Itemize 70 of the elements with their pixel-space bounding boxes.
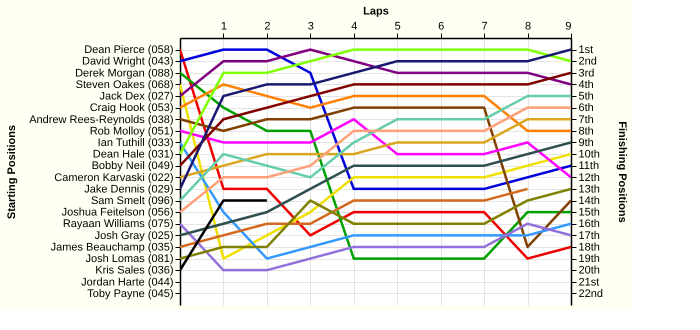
text: Ian Tuthill (033) bbox=[98, 136, 174, 149]
text: Derek Morgan (088) bbox=[75, 67, 174, 80]
x-tick-label: 3 bbox=[308, 20, 314, 32]
text: Andrew Rees-Reynolds (038) bbox=[29, 114, 174, 126]
y2-tick-label: 22nd bbox=[578, 288, 603, 300]
text: Cameron Karvaski (022) bbox=[54, 172, 174, 184]
y2-tick-label: 20th bbox=[578, 264, 600, 277]
x-axis-title: Laps bbox=[363, 6, 389, 18]
text: Toby Payne (045) bbox=[87, 288, 174, 300]
text: Kris Sales (036) bbox=[95, 264, 174, 277]
text: Josh Gray (025) bbox=[94, 230, 174, 242]
x-tick-label: 9 bbox=[565, 20, 572, 32]
text: Dean Pierce (058) bbox=[84, 44, 174, 56]
y2-tick-label: 3rd bbox=[578, 67, 594, 80]
line-series bbox=[180, 188, 529, 248]
text: Jack Dex (027) bbox=[100, 90, 174, 103]
y2-axis-title: Finishing Positions bbox=[616, 121, 628, 223]
text: Dean Hale (031) bbox=[92, 148, 174, 161]
line-series bbox=[180, 222, 571, 272]
text: Jordan Harte (044) bbox=[81, 276, 174, 288]
text: James Beauchamp (035) bbox=[50, 241, 174, 254]
x-tick-label: 8 bbox=[524, 20, 532, 32]
line-series bbox=[180, 48, 571, 98]
y2-tick-label: 2nd bbox=[578, 56, 597, 68]
text: Rayaan Williams (075) bbox=[62, 218, 174, 230]
x-tick-label: 2 bbox=[264, 20, 270, 32]
y2-tick-label: 14th bbox=[578, 195, 600, 208]
y2-tick-label: 21st bbox=[578, 276, 600, 288]
y2-tick-label: 7th bbox=[578, 114, 594, 126]
y2-tick-label: 16th bbox=[578, 218, 600, 230]
x-tick-label: 1 bbox=[220, 20, 228, 32]
text: Steven Oakes (068) bbox=[76, 78, 174, 91]
line-series bbox=[180, 141, 571, 260]
line-series bbox=[180, 106, 571, 248]
line-series bbox=[180, 48, 571, 156]
line-series bbox=[180, 83, 571, 132]
y2-tick-label: 4th bbox=[578, 78, 594, 91]
text: Josh Lomas (081) bbox=[85, 253, 174, 266]
y2-tick-label: 19th bbox=[578, 253, 600, 266]
y2-tick-label: 5th bbox=[578, 90, 594, 103]
line-series bbox=[180, 188, 571, 260]
y2-tick-label: 12th bbox=[578, 172, 600, 184]
y2-tick-label: 15th bbox=[578, 206, 600, 219]
x-tick-label: 6 bbox=[438, 20, 444, 32]
line-series bbox=[180, 48, 571, 190]
y2-tick-label: 9th bbox=[578, 136, 594, 149]
text: Rob Molloy (051) bbox=[90, 125, 174, 138]
line-series bbox=[180, 118, 571, 179]
text: Bobby Neil (049) bbox=[92, 160, 174, 172]
y2-tick-label: 13th bbox=[578, 183, 600, 196]
text: Starting Positions bbox=[6, 124, 18, 220]
line-series bbox=[180, 94, 571, 202]
text: Joshua Feitelson (056) bbox=[62, 206, 174, 219]
x-tick-label: 7 bbox=[482, 20, 488, 32]
y2-tick-label: 6th bbox=[578, 102, 594, 114]
y2-tick-label: 10th bbox=[578, 148, 600, 161]
y2-tick-label: 11th bbox=[578, 160, 600, 172]
text: Sam Smelt (096) bbox=[90, 195, 174, 208]
y2-tick-label: 8th bbox=[578, 125, 594, 138]
x-tick-label: 5 bbox=[394, 20, 401, 32]
text: David Wright (043) bbox=[82, 56, 174, 68]
line-series bbox=[180, 141, 571, 237]
y2-tick-label: 17th bbox=[578, 230, 600, 242]
text: Craig Hook (053) bbox=[90, 102, 174, 114]
x-tick-label: 4 bbox=[351, 20, 358, 32]
y2-tick-label: 18th bbox=[578, 241, 600, 254]
line-series bbox=[180, 72, 571, 167]
y2-tick-label: 1st bbox=[578, 44, 594, 56]
text: Jake Dennis (029) bbox=[84, 183, 174, 196]
line-series bbox=[180, 106, 571, 214]
